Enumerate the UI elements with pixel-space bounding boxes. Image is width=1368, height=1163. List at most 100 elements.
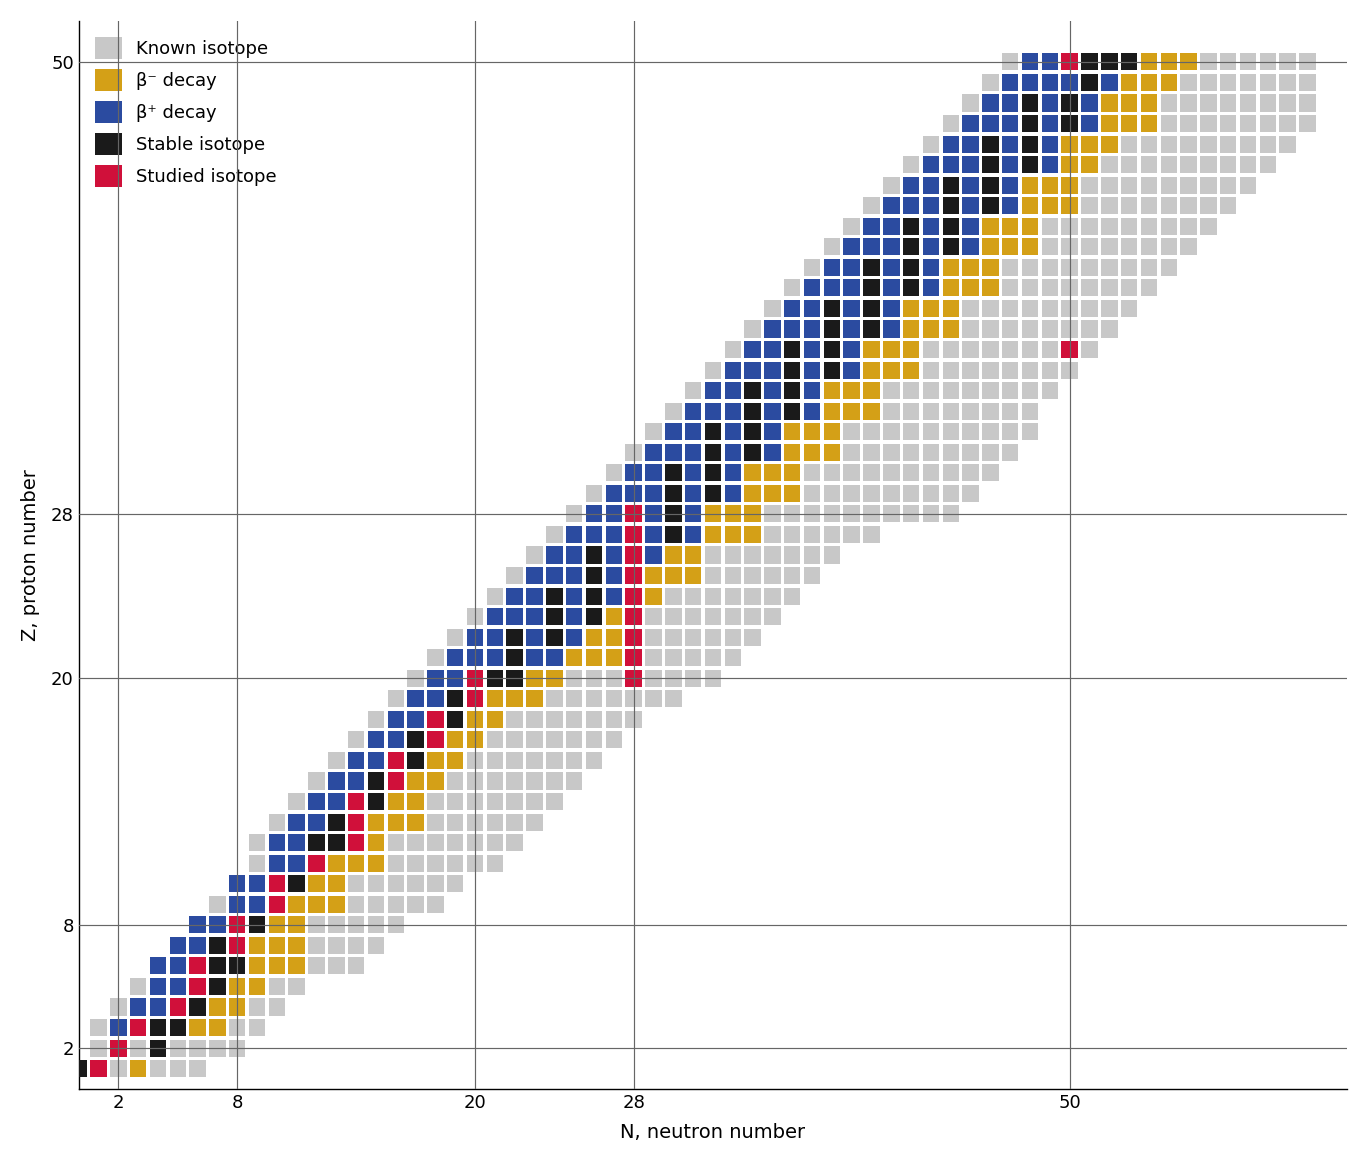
Bar <box>685 383 702 399</box>
Bar <box>765 608 781 626</box>
Bar <box>249 957 265 975</box>
Bar <box>1081 53 1097 71</box>
Bar <box>149 1061 166 1077</box>
Bar <box>923 300 940 317</box>
Bar <box>1041 53 1057 71</box>
Bar <box>209 916 226 934</box>
Bar <box>824 464 840 481</box>
Bar <box>824 259 840 276</box>
Bar <box>943 321 959 337</box>
Bar <box>408 670 424 687</box>
Bar <box>328 855 345 872</box>
Bar <box>923 485 940 502</box>
Bar <box>884 177 900 194</box>
Bar <box>1001 444 1018 461</box>
Bar <box>249 834 265 851</box>
Bar <box>844 259 860 276</box>
Bar <box>1022 238 1038 256</box>
Bar <box>1239 53 1256 71</box>
Bar <box>268 855 285 872</box>
Bar <box>1200 198 1216 214</box>
Bar <box>962 217 979 235</box>
Bar <box>705 444 721 461</box>
Bar <box>427 752 443 769</box>
Bar <box>149 957 166 975</box>
Bar <box>387 855 404 872</box>
Bar <box>189 957 205 975</box>
Bar <box>586 691 602 707</box>
Bar <box>387 916 404 934</box>
Bar <box>586 670 602 687</box>
X-axis label: N, neutron number: N, neutron number <box>620 1123 806 1142</box>
Bar <box>705 464 721 481</box>
Bar <box>1120 177 1137 194</box>
Bar <box>1022 136 1038 152</box>
Bar <box>844 423 860 441</box>
Bar <box>347 957 364 975</box>
Bar <box>347 937 364 954</box>
Bar <box>1001 279 1018 297</box>
Bar <box>844 506 860 522</box>
Bar <box>844 444 860 461</box>
Bar <box>1081 115 1097 133</box>
Bar <box>566 568 583 584</box>
Bar <box>1279 94 1295 112</box>
Bar <box>884 300 900 317</box>
Bar <box>685 444 702 461</box>
Bar <box>1260 74 1276 91</box>
Bar <box>189 999 205 1015</box>
Bar <box>1062 238 1078 256</box>
Bar <box>189 937 205 954</box>
Bar <box>625 629 642 645</box>
Bar <box>487 670 503 687</box>
Bar <box>408 876 424 892</box>
Bar <box>1200 217 1216 235</box>
Bar <box>982 423 999 441</box>
Bar <box>1062 279 1078 297</box>
Bar <box>1041 383 1057 399</box>
Bar <box>566 526 583 543</box>
Bar <box>685 629 702 645</box>
Bar <box>646 506 662 522</box>
Bar <box>1120 217 1137 235</box>
Bar <box>765 587 781 605</box>
Bar <box>347 855 364 872</box>
Bar <box>884 217 900 235</box>
Bar <box>170 978 186 996</box>
Bar <box>863 259 880 276</box>
Bar <box>546 732 562 749</box>
Bar <box>962 464 979 481</box>
Bar <box>625 464 642 481</box>
Bar <box>903 423 919 441</box>
Bar <box>1141 156 1157 173</box>
Bar <box>308 814 324 830</box>
Bar <box>228 896 245 913</box>
Bar <box>427 711 443 728</box>
Bar <box>962 300 979 317</box>
Bar <box>1260 156 1276 173</box>
Bar <box>209 978 226 996</box>
Bar <box>863 198 880 214</box>
Bar <box>1081 217 1097 235</box>
Bar <box>844 279 860 297</box>
Bar <box>427 772 443 790</box>
Bar <box>943 383 959 399</box>
Bar <box>1081 156 1097 173</box>
Bar <box>1041 300 1057 317</box>
Bar <box>725 341 741 358</box>
Bar <box>466 629 483 645</box>
Bar <box>1062 259 1078 276</box>
Bar <box>387 896 404 913</box>
Bar <box>506 834 523 851</box>
Bar <box>784 341 800 358</box>
Bar <box>1260 136 1276 152</box>
Bar <box>705 485 721 502</box>
Bar <box>665 526 681 543</box>
Bar <box>784 587 800 605</box>
Bar <box>1181 53 1197 71</box>
Bar <box>863 423 880 441</box>
Bar <box>189 1040 205 1057</box>
Bar <box>685 670 702 687</box>
Bar <box>665 670 681 687</box>
Bar <box>1022 177 1038 194</box>
